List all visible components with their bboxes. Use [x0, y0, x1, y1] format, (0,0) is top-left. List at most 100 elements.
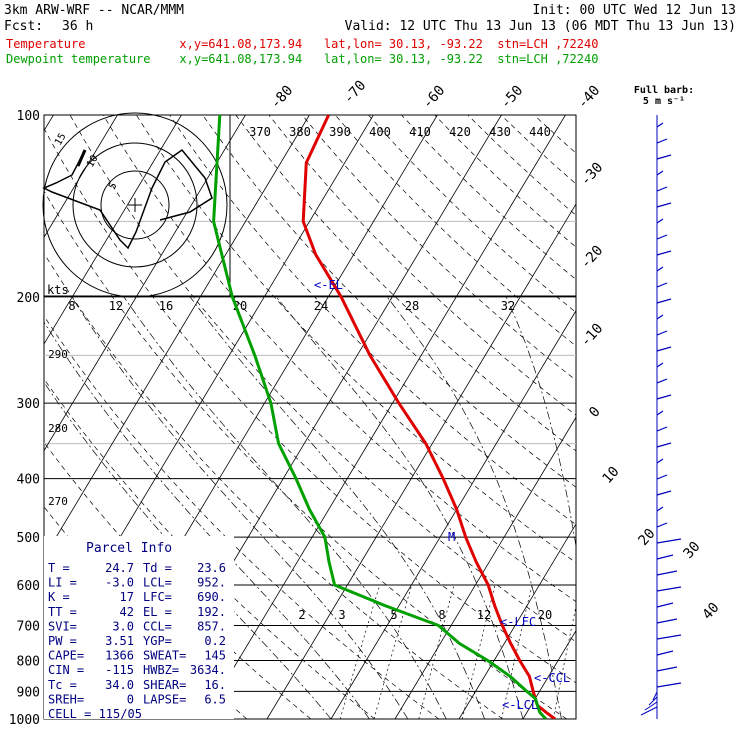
- parcel-info-value: 34.0: [105, 678, 134, 692]
- barb-legend-title: Full barb:: [634, 85, 694, 96]
- wind-barb: [656, 554, 674, 560]
- potential-temp-label: 410: [409, 125, 431, 139]
- wind-barb: [656, 218, 664, 224]
- parcel-info-value: 3.51: [105, 634, 134, 648]
- wind-barb: [656, 122, 664, 128]
- wind-barb: [656, 330, 668, 336]
- pressure-tick-label: 800: [17, 654, 40, 669]
- hodograph-speed-label: 12: [109, 299, 123, 313]
- moist-adiabat-line: [275, 296, 524, 719]
- dry-adiabat-line: [136, 115, 576, 564]
- wind-barb: [656, 202, 672, 208]
- moist-adiabat-line: [44, 321, 370, 719]
- hodograph-speed-label: 28: [405, 299, 419, 313]
- sounding-annotation: M: [448, 530, 455, 544]
- isotherm-label: -80: [268, 83, 297, 113]
- hodograph-trace: [42, 148, 213, 250]
- moist-adiabat-line: [505, 296, 576, 549]
- dry-adiabat-line: [169, 115, 576, 526]
- moist-adiabat-line: [602, 297, 638, 719]
- isotherm-label: -10: [578, 321, 607, 351]
- sounding-annotation: <-LFC: [500, 615, 536, 629]
- isotherm-label: -30: [578, 160, 607, 190]
- hodograph-ring-label: 15: [53, 132, 69, 148]
- mixing-ratio-line: [339, 584, 381, 719]
- isotherm-line: [715, 115, 740, 719]
- parcel-info-value: 145: [204, 649, 226, 663]
- pressure-tick-label: 300: [17, 397, 40, 412]
- parcel-info-value: 952.: [197, 576, 226, 590]
- dry-adiabat-line: [44, 190, 567, 719]
- dry-adiabat-line: [202, 115, 576, 488]
- wind-barb: [656, 250, 672, 256]
- parcel-info-value: 42: [120, 605, 134, 619]
- temperature-legend: Temperature x,y=641.08,173.94 lat,lon= 3…: [6, 37, 599, 51]
- hodograph-speed-label: 8: [68, 299, 75, 313]
- parcel-info-label: HWBZ=: [143, 663, 179, 677]
- parcel-info-title: Parcel Info: [86, 541, 172, 556]
- isotherm-line: [44, 115, 182, 345]
- isotherm-line: [202, 115, 566, 719]
- wind-barb: [656, 154, 672, 160]
- parcel-info-value: 1366: [105, 649, 134, 663]
- pressure-tick-label: 900: [17, 685, 40, 700]
- potential-temp-label: 440: [529, 125, 551, 139]
- wind-barb: [656, 378, 668, 384]
- sounding-annotation: <-LCL: [502, 698, 538, 712]
- wind-barb: [656, 490, 672, 496]
- isotherm-line: [651, 115, 740, 719]
- init-time: Init: 00 UTC Wed 12 Jun 13: [532, 3, 737, 18]
- hodograph-ring-label: 10: [85, 154, 101, 170]
- parcel-info-value: 0.2: [204, 634, 226, 648]
- wind-barb: [656, 410, 664, 416]
- wind-barb: [656, 266, 664, 272]
- parcel-info-value: 24.7: [105, 561, 134, 575]
- parcel-info-value: -115: [105, 663, 134, 677]
- wind-barb: [644, 701, 658, 711]
- pressure-tick-label: 100: [17, 109, 40, 124]
- wind-barb: [656, 234, 668, 240]
- wind-barb: [656, 426, 668, 432]
- wind-barb: [656, 138, 668, 144]
- valid-time: Valid: 12 UTC Thu 13 Jun 13 (06 MDT Thu …: [344, 19, 736, 34]
- parcel-info-label: SHEAR=: [143, 678, 186, 692]
- isotherm-label: -40: [575, 83, 604, 113]
- wind-barb: [656, 170, 664, 176]
- parcel-info-value: 3.0: [112, 619, 134, 633]
- potential-temp-label: 390: [329, 125, 351, 139]
- parcel-info-value: 17: [120, 590, 134, 604]
- parcel-info-label: LCL=: [143, 576, 172, 590]
- hodograph-trace-bold: [76, 149, 87, 167]
- parcel-info-value: 192.: [197, 605, 226, 619]
- parcel-info-value: 690.: [197, 590, 226, 604]
- hodograph-ring: [72, 142, 198, 268]
- model-title: 3km ARW-WRF -- NCAR/MMM: [4, 3, 185, 18]
- hodograph-ring-label: 5: [107, 181, 120, 192]
- isotherm-line: [44, 115, 118, 239]
- parcel-info-value: 857.: [197, 619, 226, 633]
- parcel-info-label: CIN =: [48, 663, 84, 677]
- temperature-profile: [301, 115, 556, 719]
- isotherm-line: [458, 523, 576, 719]
- wind-barb: [648, 696, 658, 706]
- isotherm-label: 20: [635, 526, 658, 549]
- potential-temp-label: 370: [249, 125, 271, 139]
- parcel-info-value: 0: [127, 692, 134, 706]
- dewpoint-legend: Dewpoint temperature x,y=641.08,173.94 l…: [6, 52, 599, 66]
- sounding-annotation: <-EL: [314, 278, 343, 292]
- moist-adiabat-line: [386, 296, 562, 719]
- wind-barb: [656, 586, 682, 592]
- moist-adiabat-line: [71, 296, 409, 719]
- hodograph-ring: [42, 112, 228, 298]
- dry-adiabat-line: [44, 315, 440, 719]
- wind-barb: [656, 650, 674, 656]
- parcel-info-value: 16.: [204, 678, 226, 692]
- dry-adiabat-line: [235, 115, 576, 452]
- potential-temp-label: 420: [449, 125, 471, 139]
- parcel-info-value: -3.0: [105, 576, 134, 590]
- parcel-info-value: 3634.: [190, 663, 226, 677]
- hodograph-speed-label: 32: [501, 299, 515, 313]
- isotherm-line: [266, 203, 576, 719]
- isotherm-label: -70: [341, 78, 370, 108]
- pressure-tick-label: 700: [17, 619, 40, 634]
